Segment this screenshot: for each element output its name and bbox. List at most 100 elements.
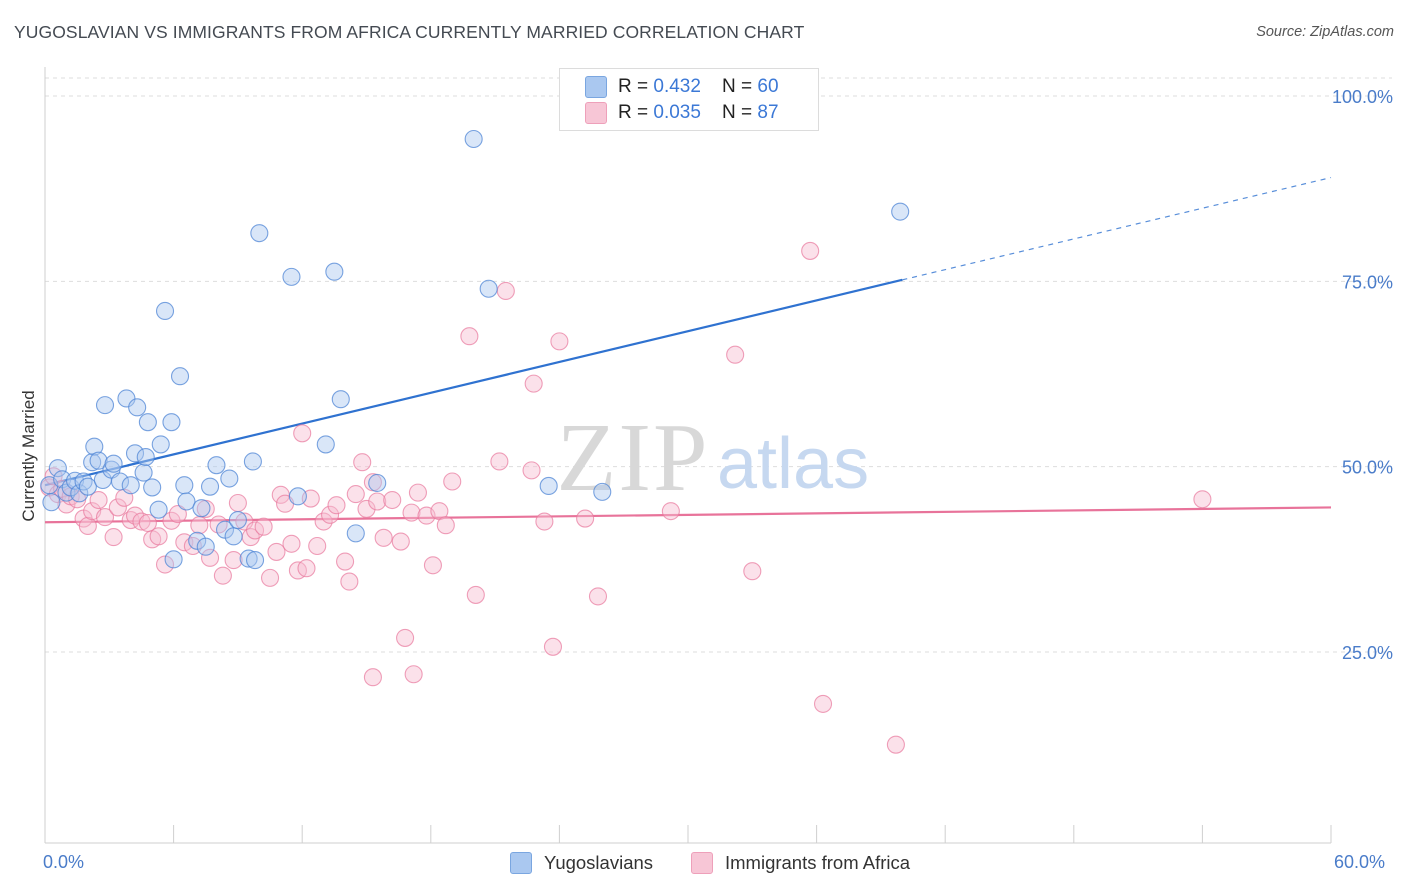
data-point-immigrants-from-africa (543, 637, 563, 656)
data-point-immigrants-from-africa (357, 499, 376, 518)
legend-swatch-pink (585, 102, 607, 124)
data-point-yugoslavians (192, 499, 211, 518)
legend-label-yugoslavians: Yugoslavians (544, 852, 654, 873)
data-point-immigrants-from-africa (155, 555, 175, 574)
watermark: ZIP atlas (557, 404, 870, 512)
data-point-immigrants-from-africa (245, 521, 265, 540)
y-tick-labels: 100.0% 75.0% 50.0% 25.0% (1332, 87, 1393, 663)
legend-r-value: 0.432 (653, 76, 701, 97)
data-point-yugoslavians (162, 413, 181, 432)
data-point-immigrants-from-africa (363, 668, 382, 687)
data-point-immigrants-from-africa (1193, 490, 1212, 509)
data-point-yugoslavians (220, 469, 239, 488)
legend-n-value: 60 (757, 76, 779, 97)
data-point-yugoslavians (593, 482, 612, 501)
data-point-immigrants-from-africa (576, 509, 595, 528)
legend-swatch-yugoslavians (510, 852, 532, 874)
data-point-immigrants-from-africa (168, 505, 187, 524)
legend-stats-pink: R = 0.035 N = 87 (618, 102, 779, 124)
data-point-yugoslavians (207, 456, 226, 475)
y-tick-label: 75.0% (1342, 272, 1393, 292)
legend-r-value: 0.035 (653, 102, 701, 123)
legend-n-label: N = (722, 76, 758, 97)
legend-r-label: R = (618, 76, 654, 97)
data-point-yugoslavians (125, 444, 145, 463)
data-point-immigrants-from-africa (522, 461, 541, 480)
data-point-immigrants-from-africa (490, 452, 509, 471)
data-point-yugoslavians (151, 435, 170, 454)
data-point-yugoslavians (48, 459, 67, 478)
data-point-immigrants-from-africa (404, 665, 423, 684)
chart-title: YUGOSLAVIAN VS IMMIGRANTS FROM AFRICA CU… (14, 22, 805, 42)
data-point-yugoslavians (136, 447, 155, 467)
data-point-immigrants-from-africa (402, 503, 421, 522)
data-point-immigrants-from-africa (346, 485, 365, 504)
data-point-yugoslavians (243, 452, 262, 471)
data-point-yugoslavians (121, 476, 140, 495)
data-point-yugoslavians (83, 453, 102, 472)
data-point-yugoslavians (149, 500, 168, 519)
data-point-immigrants-from-africa (89, 490, 108, 510)
data-point-immigrants-from-africa (340, 572, 359, 591)
data-point-yugoslavians (224, 527, 243, 546)
data-point-yugoslavians (464, 129, 483, 149)
data-point-yugoslavians (170, 367, 190, 386)
legend-swatch-blue (585, 76, 607, 98)
data-point-immigrants-from-africa (550, 332, 569, 351)
data-point-immigrants-from-africa (813, 694, 833, 713)
data-point-yugoslavians (331, 390, 350, 409)
data-point-immigrants-from-africa (588, 587, 608, 606)
data-point-yugoslavians (175, 476, 194, 495)
data-point-immigrants-from-africa (496, 281, 515, 301)
legend-swatch-immigrants (691, 852, 713, 874)
data-point-immigrants-from-africa (95, 508, 115, 527)
data-point-immigrants-from-africa (190, 516, 209, 535)
data-point-yugoslavians (89, 451, 108, 470)
data-point-yugoslavians (155, 301, 175, 321)
data-point-yugoslavians (104, 454, 123, 473)
data-point-yugoslavians (95, 396, 115, 415)
data-point-immigrants-from-africa (391, 532, 410, 551)
data-point-yugoslavians (250, 224, 269, 243)
data-point-yugoslavians (134, 463, 153, 482)
data-point-immigrants-from-africa (423, 556, 442, 575)
data-point-immigrants-from-africa (132, 512, 151, 531)
stats-legend: R = 0.432 N = 60 R = 0.035 N = 87 (559, 68, 819, 131)
data-point-immigrants-from-africa (224, 551, 243, 570)
series-yugoslavians (40, 129, 910, 570)
data-point-immigrants-from-africa (436, 516, 455, 535)
data-point-immigrants-from-africa (213, 566, 232, 585)
data-point-immigrants-from-africa (443, 472, 462, 491)
data-point-yugoslavians (539, 476, 558, 495)
data-point-yugoslavians (228, 510, 247, 530)
data-point-immigrants-from-africa (108, 498, 127, 517)
data-point-yugoslavians (42, 493, 61, 512)
data-point-immigrants-from-africa (726, 345, 745, 364)
watermark-zip: ZIP (557, 404, 710, 512)
data-point-immigrants-from-africa (353, 453, 372, 472)
data-point-immigrants-from-africa (308, 536, 327, 556)
data-point-yugoslavians (177, 492, 196, 511)
legend-n-label: N = (722, 102, 758, 123)
data-point-immigrants-from-africa (260, 568, 280, 587)
data-point-immigrants-from-africa (297, 559, 316, 578)
data-point-immigrants-from-africa (200, 548, 220, 567)
data-point-immigrants-from-africa (267, 542, 286, 561)
data-point-immigrants-from-africa (466, 585, 485, 604)
y-tick-label: 100.0% (1332, 87, 1393, 107)
data-point-immigrants-from-africa (293, 424, 312, 443)
data-point-yugoslavians (164, 550, 183, 569)
data-point-yugoslavians (239, 549, 258, 568)
trend-line-yugoslavians (44, 278, 903, 487)
legend-stats-blue: R = 0.432 N = 60 (618, 76, 779, 98)
data-point-immigrants-from-africa (228, 493, 247, 513)
legend-label-immigrants: Immigrants from Africa (725, 852, 911, 873)
legend-n-value: 87 (757, 102, 779, 123)
data-point-immigrants-from-africa (78, 516, 97, 536)
axes (44, 67, 1332, 844)
data-point-yugoslavians (196, 537, 215, 556)
data-point-yugoslavians (288, 487, 307, 506)
x-tick-label-min: 0.0% (43, 852, 85, 872)
data-point-yugoslavians (128, 398, 147, 417)
